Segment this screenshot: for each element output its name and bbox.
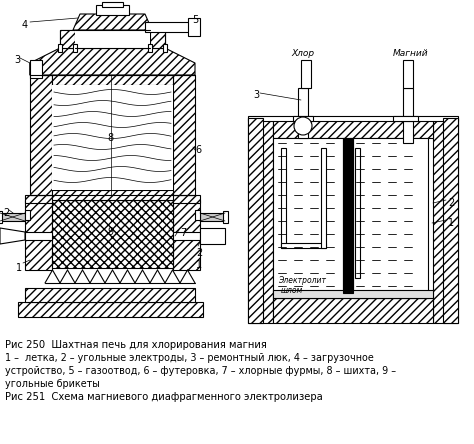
- Text: 3: 3: [253, 90, 259, 100]
- Bar: [343, 138, 353, 293]
- Bar: [301, 60, 311, 88]
- Bar: [75, 30, 150, 48]
- Bar: [52, 85, 173, 190]
- Bar: [223, 211, 228, 223]
- Bar: [25, 210, 30, 220]
- Bar: [0, 211, 2, 223]
- Bar: [30, 60, 42, 78]
- Bar: [195, 210, 200, 220]
- Bar: [273, 118, 433, 138]
- Bar: [148, 44, 152, 52]
- Bar: [321, 148, 326, 248]
- Bar: [173, 200, 200, 270]
- Bar: [73, 44, 77, 52]
- Text: Электролит: Электролит: [278, 276, 326, 285]
- Text: 3: 3: [14, 55, 20, 65]
- Bar: [188, 18, 200, 36]
- Bar: [25, 288, 195, 302]
- Bar: [0, 213, 25, 221]
- Text: Хлор: Хлор: [292, 49, 315, 58]
- Bar: [96, 5, 129, 15]
- Bar: [18, 302, 203, 317]
- Bar: [403, 88, 413, 143]
- Polygon shape: [173, 232, 200, 240]
- Bar: [52, 200, 173, 268]
- Bar: [173, 75, 195, 195]
- Text: 1 –  летка, 2 – угольные электроды, 3 – ремонтный люк, 4 – загрузочное
устройств: 1 – летка, 2 – угольные электроды, 3 – р…: [5, 353, 396, 388]
- Bar: [403, 60, 413, 88]
- Text: шлом: шлом: [281, 286, 303, 295]
- Bar: [273, 138, 343, 298]
- Bar: [102, 2, 123, 7]
- Text: 7: 7: [180, 228, 186, 238]
- Bar: [248, 118, 263, 323]
- Text: Рис 251  Схема магниевого диафрагменного электролизера: Рис 251 Схема магниевого диафрагменного …: [5, 392, 323, 402]
- Bar: [60, 30, 75, 48]
- Bar: [273, 298, 433, 323]
- Polygon shape: [200, 228, 225, 244]
- Circle shape: [294, 117, 312, 135]
- Bar: [30, 75, 52, 195]
- Bar: [145, 22, 190, 32]
- Polygon shape: [30, 48, 195, 75]
- Polygon shape: [30, 63, 52, 75]
- Text: 9: 9: [107, 227, 113, 237]
- Text: Магний: Магний: [393, 49, 429, 58]
- Bar: [293, 116, 313, 121]
- Text: 2: 2: [448, 198, 454, 208]
- Text: 2: 2: [196, 248, 202, 258]
- Bar: [52, 190, 173, 200]
- Bar: [393, 116, 418, 121]
- Text: 2: 2: [3, 208, 9, 218]
- Bar: [150, 30, 165, 48]
- Text: 1: 1: [196, 260, 202, 270]
- Bar: [52, 75, 173, 85]
- Polygon shape: [30, 63, 52, 75]
- Bar: [60, 30, 165, 48]
- Bar: [25, 195, 200, 203]
- Bar: [273, 290, 433, 298]
- Text: Рис 250  Шахтная печь для хлорирования магния: Рис 250 Шахтная печь для хлорирования ма…: [5, 340, 267, 350]
- Bar: [248, 116, 458, 121]
- Text: 4: 4: [22, 20, 28, 30]
- Bar: [58, 44, 62, 52]
- Text: 8: 8: [107, 133, 113, 143]
- Bar: [355, 148, 360, 278]
- Text: 1: 1: [16, 263, 22, 273]
- Bar: [248, 118, 273, 323]
- Text: 5: 5: [192, 15, 198, 25]
- Bar: [443, 118, 458, 323]
- Bar: [353, 138, 428, 298]
- Polygon shape: [73, 14, 152, 30]
- Bar: [163, 44, 167, 52]
- Bar: [25, 200, 52, 270]
- Text: 1: 1: [448, 218, 454, 228]
- Polygon shape: [0, 228, 25, 244]
- Bar: [281, 148, 286, 248]
- Bar: [200, 213, 225, 221]
- Bar: [433, 118, 458, 323]
- Text: 6: 6: [195, 145, 201, 155]
- Bar: [298, 88, 308, 138]
- Bar: [281, 243, 326, 248]
- Polygon shape: [25, 232, 52, 240]
